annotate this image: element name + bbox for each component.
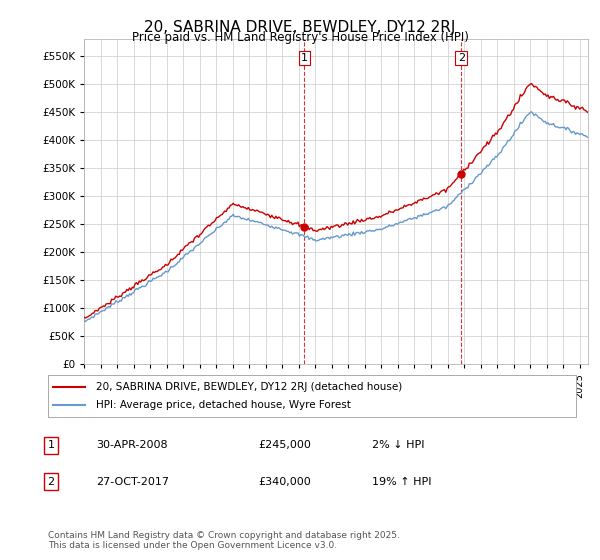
Text: 27-OCT-2017: 27-OCT-2017 <box>96 477 169 487</box>
Text: 20, SABRINA DRIVE, BEWDLEY, DY12 2RJ (detached house): 20, SABRINA DRIVE, BEWDLEY, DY12 2RJ (de… <box>95 382 402 392</box>
Text: 19% ↑ HPI: 19% ↑ HPI <box>372 477 431 487</box>
Text: £245,000: £245,000 <box>258 440 311 450</box>
Text: 1: 1 <box>301 53 308 63</box>
Text: 2: 2 <box>47 477 55 487</box>
Text: 1: 1 <box>47 440 55 450</box>
Text: £340,000: £340,000 <box>258 477 311 487</box>
Text: 20, SABRINA DRIVE, BEWDLEY, DY12 2RJ: 20, SABRINA DRIVE, BEWDLEY, DY12 2RJ <box>145 20 455 35</box>
Text: 30-APR-2008: 30-APR-2008 <box>96 440 167 450</box>
Text: 2% ↓ HPI: 2% ↓ HPI <box>372 440 425 450</box>
Text: Price paid vs. HM Land Registry's House Price Index (HPI): Price paid vs. HM Land Registry's House … <box>131 31 469 44</box>
Text: Contains HM Land Registry data © Crown copyright and database right 2025.
This d: Contains HM Land Registry data © Crown c… <box>48 531 400 550</box>
Text: HPI: Average price, detached house, Wyre Forest: HPI: Average price, detached house, Wyre… <box>95 400 350 410</box>
Text: 2: 2 <box>458 53 465 63</box>
